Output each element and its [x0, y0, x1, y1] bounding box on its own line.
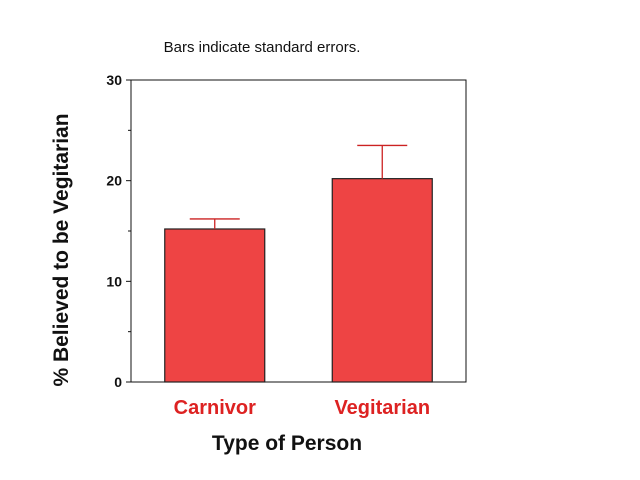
y-tick-label-2: 20: [106, 173, 122, 189]
y-tick-label-1: 10: [106, 273, 122, 289]
chart-subtitle: Bars indicate standard errors.: [164, 39, 361, 56]
x-category-label-1: Vegitarian: [334, 397, 430, 419]
y-tick-label-0: 0: [114, 374, 122, 390]
x-category-label-0: Carnivor: [174, 397, 256, 419]
x-axis-label: Type of Person: [212, 432, 362, 455]
y-axis: 0 10 20 30: [106, 72, 131, 390]
bars-group: [164, 144, 433, 383]
y-tick-label-3: 30: [106, 72, 122, 88]
x-axis-categories: Carnivor Vegitarian: [174, 397, 430, 419]
bar-carnivor: [164, 228, 266, 383]
y-axis-label: % Believed to be Vegitarian: [50, 113, 73, 386]
bar-vegitarian: [331, 178, 433, 383]
